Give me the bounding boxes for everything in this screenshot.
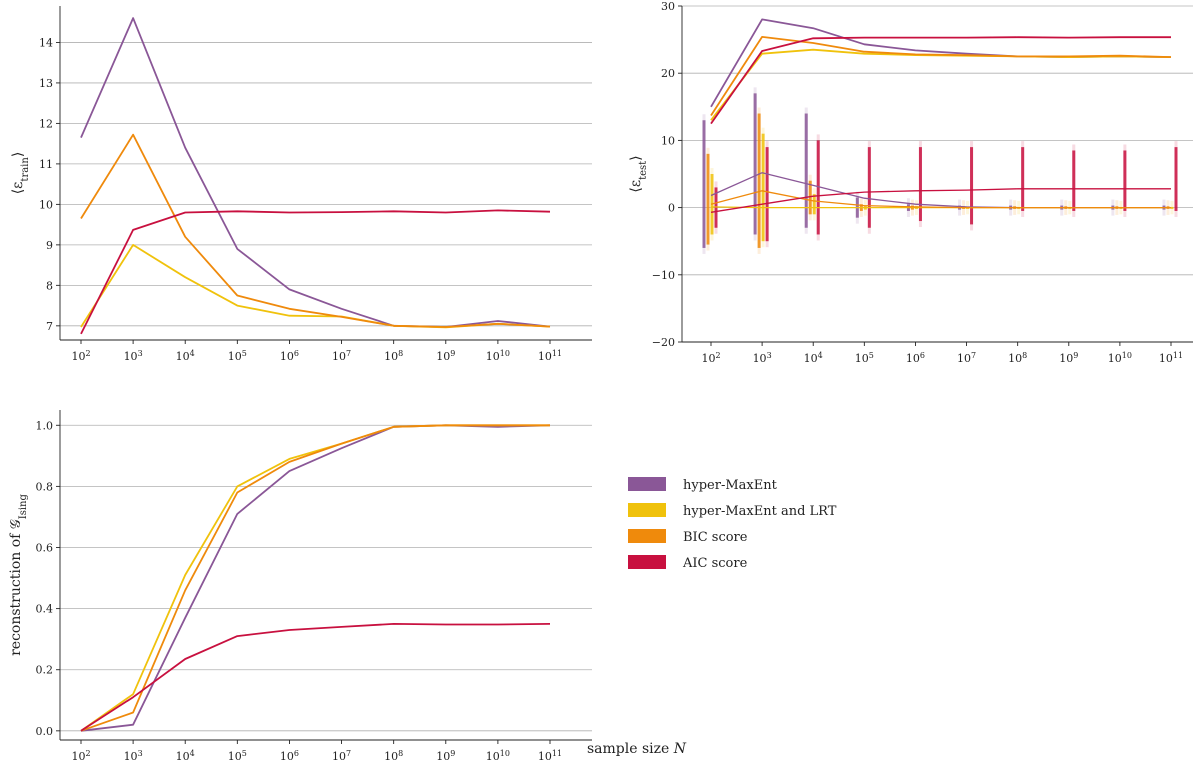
x-tick-label: 1011 — [1159, 351, 1183, 366]
series-line-lrt — [710, 48, 1172, 121]
recon-y-axis-label: reconstruction of 𝒢Ising — [8, 494, 29, 656]
legend: hyper-MaxEnt hyper-MaxEnt and LRT BIC scor… — [628, 477, 837, 571]
legend-swatch-bic — [628, 529, 666, 543]
distribution-band-bic — [706, 153, 710, 245]
y-tick-label: 9 — [46, 239, 53, 252]
x-tick-label: 106 — [906, 351, 925, 366]
series-line-bic-lower — [710, 190, 1171, 209]
series-line-aic — [80, 623, 551, 732]
distribution-band-aic — [1021, 147, 1025, 211]
x-tick-label: 107 — [332, 349, 351, 364]
y-tick-label: 14 — [39, 36, 53, 49]
train-y-axis-label: ⟨εtrain⟩ — [10, 152, 31, 195]
distribution-band-aic — [1174, 147, 1178, 211]
x-tick-label: 103 — [124, 749, 143, 764]
distribution-band-aic — [867, 147, 871, 228]
x-tick-label: 1011 — [538, 749, 562, 764]
y-tick-label: 0.6 — [36, 542, 54, 555]
legend-swatch-aic — [628, 555, 666, 569]
x-tick-label: 105 — [228, 749, 247, 764]
x-tick-label: 102 — [71, 749, 90, 764]
distribution-band-aic — [918, 147, 922, 222]
y-tick-label: −10 — [652, 269, 675, 282]
test-y-axis-label: ⟨εtest⟩ — [628, 155, 649, 192]
y-tick-label: −20 — [652, 336, 675, 349]
x-tick-label: 109 — [436, 749, 455, 764]
x-tick-label: 1010 — [486, 749, 510, 764]
distribution-band-aic — [1072, 150, 1076, 211]
series-line-lrt — [80, 424, 550, 732]
x-tick-label: 103 — [124, 349, 143, 364]
x-tick-label: 109 — [1059, 351, 1078, 366]
x-tick-label: 108 — [1008, 351, 1027, 366]
x-tick-label: 105 — [228, 349, 247, 364]
x-axis-label: sample size N — [587, 741, 687, 757]
x-tick-label: 1011 — [538, 349, 562, 364]
series-line-hyper — [80, 424, 551, 732]
x-tick-label: 105 — [855, 351, 874, 366]
x-tick-label: 1010 — [486, 349, 510, 364]
distribution-band-aic — [970, 147, 974, 225]
y-tick-label: 0.0 — [36, 725, 54, 738]
distribution-band-hyper — [753, 93, 757, 235]
x-tick-label: 104 — [176, 349, 195, 364]
distribution-band-lrt — [812, 194, 816, 215]
y-tick-label: 13 — [39, 77, 53, 90]
x-tick-label: 1010 — [1108, 351, 1132, 366]
x-tick-label: 102 — [71, 349, 90, 364]
distribution-band-lrt — [1170, 206, 1174, 209]
x-tick-label: 106 — [280, 349, 299, 364]
distribution-band-bic — [808, 180, 812, 215]
y-tick-label: 1.0 — [36, 419, 54, 432]
x-tick-label: 104 — [176, 749, 195, 764]
legend-label-lrt: hyper-MaxEnt and LRT — [683, 504, 837, 519]
distribution-band-hyper — [804, 113, 808, 228]
x-tick-label: 107 — [332, 749, 351, 764]
x-tick-label: 106 — [280, 749, 299, 764]
reconstruction-panel: 0.0 0.2 0.4 0.6 0.8 1.0 102 103 104 105 106 107 108 1… — [8, 410, 592, 763]
legend-label-aic: AIC score — [682, 556, 748, 571]
distribution-band-aic — [816, 140, 820, 235]
series-line-hyper — [80, 17, 551, 328]
series-line-aic — [710, 36, 1171, 125]
series-line-hyper — [710, 18, 1172, 108]
x-tick-label: 107 — [957, 351, 976, 366]
distribution-band-aic — [1123, 150, 1127, 211]
legend-label-hyper: hyper-MaxEnt — [683, 478, 778, 493]
x-tick-label: 108 — [384, 349, 403, 364]
y-tick-label: 0.8 — [36, 480, 54, 493]
x-tick-label: 102 — [701, 351, 720, 366]
y-tick-label: 10 — [39, 198, 53, 211]
legend-swatch-lrt — [628, 503, 666, 517]
series-line-aic — [80, 209, 551, 335]
y-tick-label: 0 — [668, 202, 675, 215]
legend-label-bic: BIC score — [683, 530, 748, 545]
y-tick-label: 20 — [661, 67, 675, 80]
test-error-panel: −20 −10 0 10 20 30 102 103 104 105 106 107 108 109 101… — [628, 0, 1193, 365]
x-tick-label: 108 — [384, 749, 403, 764]
x-tick-label: 104 — [804, 351, 823, 366]
legend-swatch-hyper — [628, 477, 666, 491]
series-line-lrt — [80, 243, 551, 329]
series-line-bic — [710, 36, 1172, 116]
x-tick-label: 103 — [753, 351, 772, 366]
distribution-band-hyper — [702, 120, 706, 248]
y-tick-label: 0.2 — [36, 664, 54, 677]
y-tick-label: 8 — [46, 279, 53, 292]
y-tick-label: 0.4 — [36, 603, 54, 616]
series-line-aic-lower — [710, 188, 1171, 213]
distribution-band-bic — [757, 113, 761, 248]
series-line-bic — [80, 424, 550, 732]
distribution-band-aic — [765, 147, 769, 242]
y-tick-label: 10 — [661, 134, 675, 147]
y-tick-label: 11 — [39, 158, 53, 171]
y-tick-label: 30 — [661, 0, 675, 13]
x-tick-label: 109 — [436, 349, 455, 364]
series-line-bic — [80, 133, 551, 328]
distribution-band-lrt — [761, 133, 765, 242]
y-tick-label: 7 — [46, 320, 53, 333]
y-tick-label: 12 — [39, 117, 53, 130]
